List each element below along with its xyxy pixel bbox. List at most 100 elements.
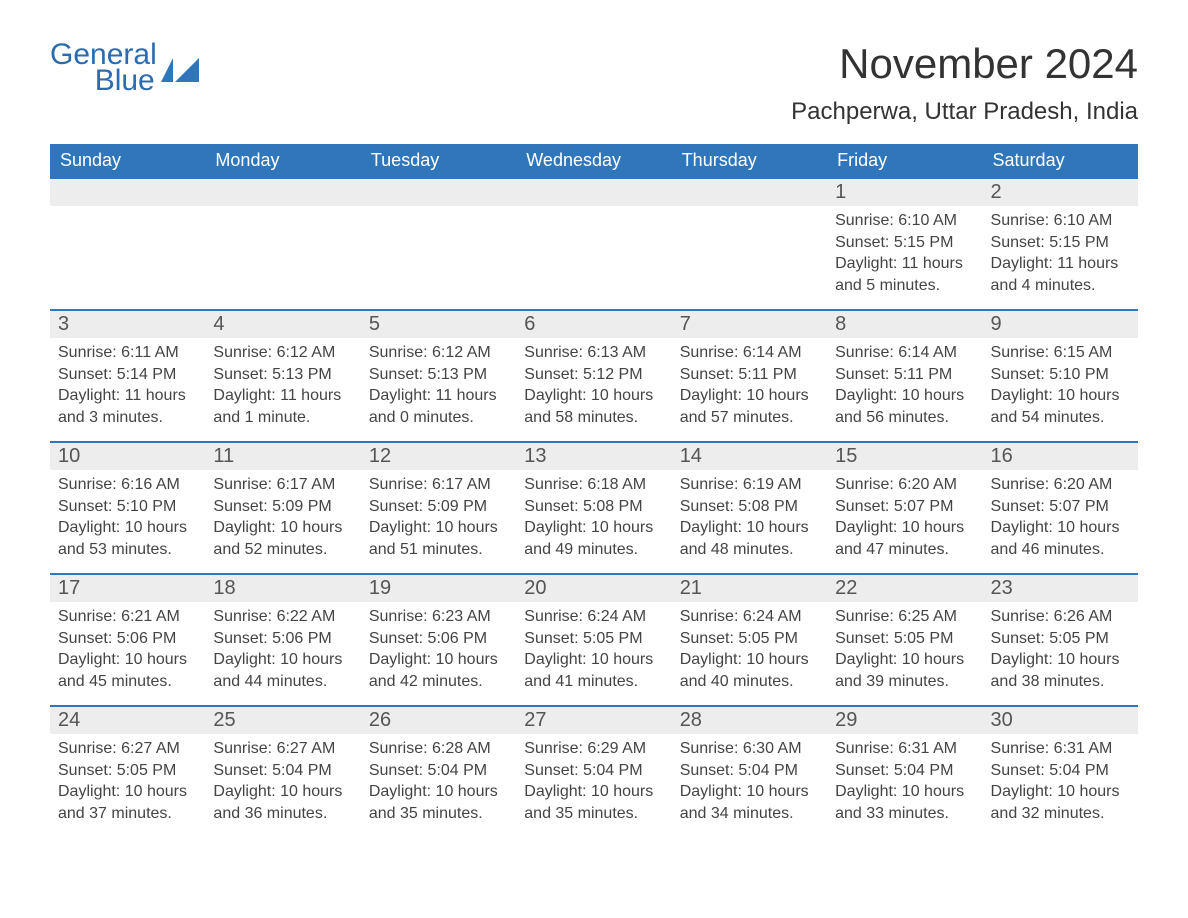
sunrise-text: Sunrise: 6:10 AM — [991, 210, 1130, 232]
calendar-cell: 13Sunrise: 6:18 AMSunset: 5:08 PMDayligh… — [516, 442, 671, 574]
calendar-row: 3Sunrise: 6:11 AMSunset: 5:14 PMDaylight… — [50, 310, 1138, 442]
sunrise-text: Sunrise: 6:14 AM — [835, 342, 974, 364]
day-number — [516, 179, 671, 206]
calendar-table: Sunday Monday Tuesday Wednesday Thursday… — [50, 144, 1138, 838]
sunrise-text: Sunrise: 6:20 AM — [835, 474, 974, 496]
calendar-cell: 21Sunrise: 6:24 AMSunset: 5:05 PMDayligh… — [672, 574, 827, 706]
sunrise-text: Sunrise: 6:12 AM — [213, 342, 352, 364]
calendar-cell: 2Sunrise: 6:10 AMSunset: 5:15 PMDaylight… — [983, 178, 1138, 310]
day-body: Sunrise: 6:13 AMSunset: 5:12 PMDaylight:… — [516, 338, 671, 436]
sunset-text: Sunset: 5:06 PM — [58, 628, 197, 650]
day-body: Sunrise: 6:31 AMSunset: 5:04 PMDaylight:… — [827, 734, 982, 832]
calendar-cell — [205, 178, 360, 310]
day-body: Sunrise: 6:20 AMSunset: 5:07 PMDaylight:… — [983, 470, 1138, 568]
sunset-text: Sunset: 5:04 PM — [369, 760, 508, 782]
sunset-text: Sunset: 5:06 PM — [369, 628, 508, 650]
calendar-cell: 9Sunrise: 6:15 AMSunset: 5:10 PMDaylight… — [983, 310, 1138, 442]
sunset-text: Sunset: 5:05 PM — [524, 628, 663, 650]
sunset-text: Sunset: 5:05 PM — [835, 628, 974, 650]
sunrise-text: Sunrise: 6:24 AM — [524, 606, 663, 628]
flag-icon — [161, 54, 201, 82]
brand-text: General Blue — [50, 40, 157, 96]
day-body: Sunrise: 6:22 AMSunset: 5:06 PMDaylight:… — [205, 602, 360, 700]
daylight-text: Daylight: 10 hours and 35 minutes. — [524, 781, 663, 824]
calendar-cell: 1Sunrise: 6:10 AMSunset: 5:15 PMDaylight… — [827, 178, 982, 310]
day-number — [672, 179, 827, 206]
calendar-cell — [672, 178, 827, 310]
day-body: Sunrise: 6:26 AMSunset: 5:05 PMDaylight:… — [983, 602, 1138, 700]
calendar-row: 1Sunrise: 6:10 AMSunset: 5:15 PMDaylight… — [50, 178, 1138, 310]
day-number: 14 — [672, 443, 827, 470]
sunset-text: Sunset: 5:13 PM — [213, 364, 352, 386]
calendar-cell: 23Sunrise: 6:26 AMSunset: 5:05 PMDayligh… — [983, 574, 1138, 706]
day-number: 25 — [205, 707, 360, 734]
calendar-cell — [50, 178, 205, 310]
daylight-text: Daylight: 10 hours and 40 minutes. — [680, 649, 819, 692]
calendar-cell: 12Sunrise: 6:17 AMSunset: 5:09 PMDayligh… — [361, 442, 516, 574]
weekday-header: Tuesday — [361, 144, 516, 178]
day-body: Sunrise: 6:29 AMSunset: 5:04 PMDaylight:… — [516, 734, 671, 832]
day-number: 19 — [361, 575, 516, 602]
day-number: 15 — [827, 443, 982, 470]
sunrise-text: Sunrise: 6:19 AM — [680, 474, 819, 496]
day-body: Sunrise: 6:28 AMSunset: 5:04 PMDaylight:… — [361, 734, 516, 832]
day-body: Sunrise: 6:20 AMSunset: 5:07 PMDaylight:… — [827, 470, 982, 568]
calendar-cell: 11Sunrise: 6:17 AMSunset: 5:09 PMDayligh… — [205, 442, 360, 574]
day-body: Sunrise: 6:24 AMSunset: 5:05 PMDaylight:… — [672, 602, 827, 700]
daylight-text: Daylight: 10 hours and 34 minutes. — [680, 781, 819, 824]
day-number: 10 — [50, 443, 205, 470]
daylight-text: Daylight: 10 hours and 44 minutes. — [213, 649, 352, 692]
day-number: 13 — [516, 443, 671, 470]
weekday-header: Monday — [205, 144, 360, 178]
calendar-cell: 4Sunrise: 6:12 AMSunset: 5:13 PMDaylight… — [205, 310, 360, 442]
day-number: 27 — [516, 707, 671, 734]
calendar-row: 10Sunrise: 6:16 AMSunset: 5:10 PMDayligh… — [50, 442, 1138, 574]
daylight-text: Daylight: 10 hours and 51 minutes. — [369, 517, 508, 560]
weekday-header: Sunday — [50, 144, 205, 178]
sunset-text: Sunset: 5:11 PM — [680, 364, 819, 386]
day-number: 7 — [672, 311, 827, 338]
calendar-cell: 8Sunrise: 6:14 AMSunset: 5:11 PMDaylight… — [827, 310, 982, 442]
daylight-text: Daylight: 10 hours and 57 minutes. — [680, 385, 819, 428]
calendar-cell: 22Sunrise: 6:25 AMSunset: 5:05 PMDayligh… — [827, 574, 982, 706]
sunrise-text: Sunrise: 6:27 AM — [213, 738, 352, 760]
sunset-text: Sunset: 5:04 PM — [524, 760, 663, 782]
day-number: 29 — [827, 707, 982, 734]
daylight-text: Daylight: 10 hours and 52 minutes. — [213, 517, 352, 560]
sunrise-text: Sunrise: 6:20 AM — [991, 474, 1130, 496]
day-body: Sunrise: 6:30 AMSunset: 5:04 PMDaylight:… — [672, 734, 827, 832]
day-body: Sunrise: 6:25 AMSunset: 5:05 PMDaylight:… — [827, 602, 982, 700]
day-number: 3 — [50, 311, 205, 338]
day-body: Sunrise: 6:17 AMSunset: 5:09 PMDaylight:… — [205, 470, 360, 568]
calendar-row: 17Sunrise: 6:21 AMSunset: 5:06 PMDayligh… — [50, 574, 1138, 706]
sunset-text: Sunset: 5:11 PM — [835, 364, 974, 386]
sunrise-text: Sunrise: 6:21 AM — [58, 606, 197, 628]
day-body: Sunrise: 6:19 AMSunset: 5:08 PMDaylight:… — [672, 470, 827, 568]
day-body: Sunrise: 6:12 AMSunset: 5:13 PMDaylight:… — [205, 338, 360, 436]
daylight-text: Daylight: 10 hours and 36 minutes. — [213, 781, 352, 824]
sunrise-text: Sunrise: 6:29 AM — [524, 738, 663, 760]
calendar-cell: 20Sunrise: 6:24 AMSunset: 5:05 PMDayligh… — [516, 574, 671, 706]
sunrise-text: Sunrise: 6:13 AM — [524, 342, 663, 364]
daylight-text: Daylight: 10 hours and 37 minutes. — [58, 781, 197, 824]
day-number — [205, 179, 360, 206]
header: General Blue November 2024 Pachperwa, Ut… — [50, 40, 1138, 126]
daylight-text: Daylight: 10 hours and 47 minutes. — [835, 517, 974, 560]
daylight-text: Daylight: 10 hours and 58 minutes. — [524, 385, 663, 428]
day-body: Sunrise: 6:10 AMSunset: 5:15 PMDaylight:… — [827, 206, 982, 304]
day-body: Sunrise: 6:11 AMSunset: 5:14 PMDaylight:… — [50, 338, 205, 436]
day-body: Sunrise: 6:17 AMSunset: 5:09 PMDaylight:… — [361, 470, 516, 568]
sunset-text: Sunset: 5:08 PM — [524, 496, 663, 518]
title-block: November 2024 Pachperwa, Uttar Pradesh, … — [791, 40, 1138, 126]
weekday-header-row: Sunday Monday Tuesday Wednesday Thursday… — [50, 144, 1138, 178]
sunset-text: Sunset: 5:15 PM — [835, 232, 974, 254]
sunrise-text: Sunrise: 6:27 AM — [58, 738, 197, 760]
location-label: Pachperwa, Uttar Pradesh, India — [791, 98, 1138, 126]
sunset-text: Sunset: 5:07 PM — [991, 496, 1130, 518]
calendar-cell: 5Sunrise: 6:12 AMSunset: 5:13 PMDaylight… — [361, 310, 516, 442]
weekday-header: Wednesday — [516, 144, 671, 178]
daylight-text: Daylight: 11 hours and 3 minutes. — [58, 385, 197, 428]
day-number: 24 — [50, 707, 205, 734]
day-number: 17 — [50, 575, 205, 602]
sunrise-text: Sunrise: 6:28 AM — [369, 738, 508, 760]
